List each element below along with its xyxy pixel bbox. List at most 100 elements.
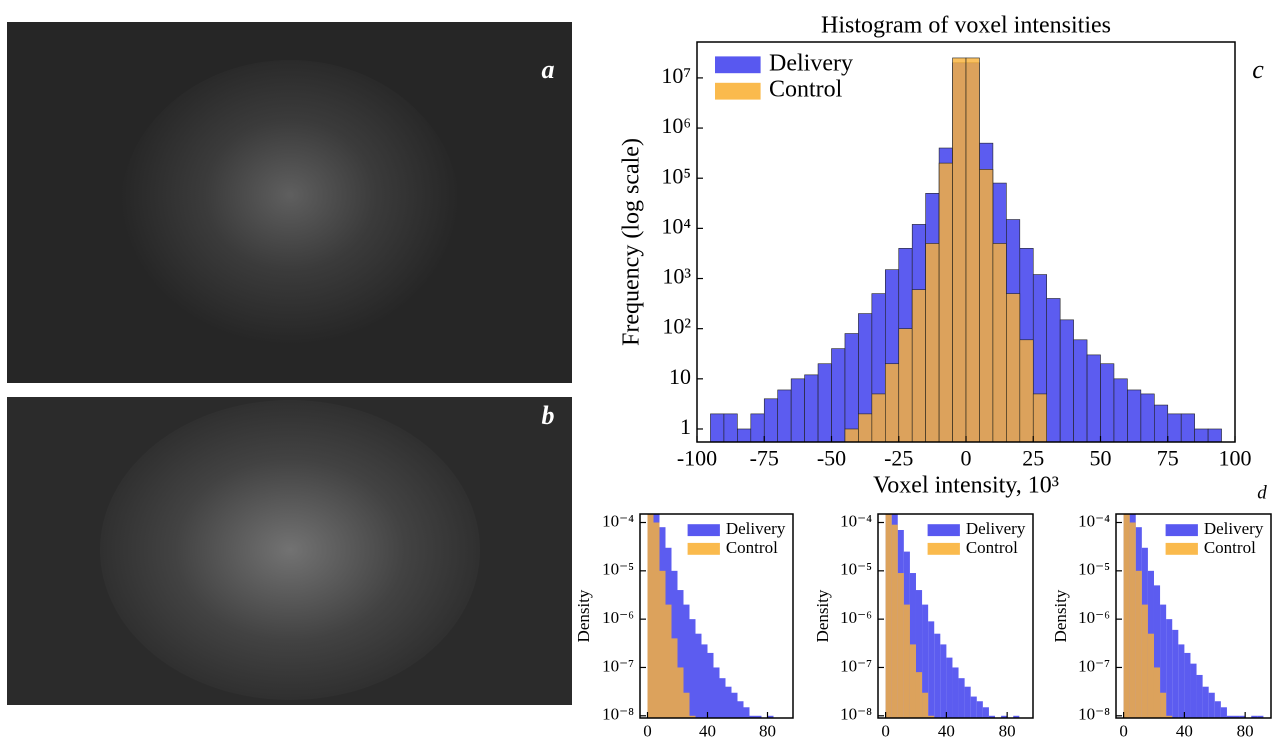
plot-frame <box>1115 513 1272 719</box>
histogram-bar <box>922 692 929 718</box>
chart-title: Histogram of voxel intensities <box>821 13 1111 39</box>
histogram-bar <box>689 715 696 718</box>
histogram-bar <box>891 524 898 718</box>
histogram-bar <box>1233 715 1240 718</box>
y-tick-label: 10⁻⁶ <box>840 608 872 627</box>
y-tick-label: 10² <box>662 314 691 339</box>
legend-label: Delivery <box>966 519 1026 538</box>
legend-label: Delivery <box>1204 519 1264 538</box>
histogram-bar <box>725 686 732 718</box>
histogram-bar <box>731 692 738 718</box>
histogram-bar <box>1153 585 1161 718</box>
histogram-bar <box>767 715 774 718</box>
histogram-bar <box>777 389 792 442</box>
y-tick-label: 10⁻⁵ <box>840 560 872 579</box>
y-tick-label: 10⁻⁷ <box>840 656 872 675</box>
histogram-bar <box>928 621 935 718</box>
y-tick-label: 10⁻⁸ <box>602 705 634 724</box>
y-tick-label: 10⁻⁵ <box>1078 560 1110 579</box>
histogram-bar <box>992 243 1007 442</box>
histogram-bar <box>952 667 959 718</box>
x-tick-label: 40 <box>699 721 716 738</box>
histogram-bar <box>1226 715 1234 718</box>
histogram-bar <box>844 428 859 442</box>
y-tick-label: 10⁻⁸ <box>840 705 872 724</box>
histogram-bar <box>790 378 805 442</box>
histogram-bar <box>884 363 900 442</box>
histogram-bar <box>1123 514 1130 718</box>
histogram-bar <box>671 638 678 718</box>
histogram-bar <box>885 514 892 718</box>
histogram-bar <box>817 363 832 442</box>
histogram-bar <box>1059 319 1074 442</box>
histogram-bar <box>677 667 684 718</box>
histogram-bar <box>1113 378 1128 442</box>
legend-label: Control <box>726 538 778 557</box>
panel-label: a <box>542 55 555 84</box>
histogram-bar <box>695 633 702 718</box>
histogram-bar <box>701 644 708 718</box>
y-tick-label: 10⁻⁵ <box>602 560 634 579</box>
x-tick-label: 0 <box>881 721 890 738</box>
histogram-bar <box>871 393 886 442</box>
histogram-bar <box>909 644 916 718</box>
image-b-texture <box>100 400 480 700</box>
histogram-bar <box>897 573 904 718</box>
histogram-bar <box>938 162 953 442</box>
x-tick-label: 80 <box>1237 721 1254 738</box>
y-axis-label: Density <box>1051 589 1070 642</box>
histogram-bar <box>1073 339 1088 442</box>
y-tick-label: 10⁷ <box>661 63 691 88</box>
histogram-bar <box>749 715 756 718</box>
x-tick-label: -100 <box>677 446 717 471</box>
legend-swatch <box>927 524 960 537</box>
histogram-bar <box>915 590 923 718</box>
plot-frame <box>639 513 794 719</box>
histogram-bar <box>1257 715 1264 718</box>
histogram-bar <box>1214 701 1221 718</box>
x-tick-label: 100 <box>1219 446 1252 471</box>
panel-label: b <box>542 401 555 430</box>
histogram-bar <box>677 590 684 718</box>
histogram-bar <box>844 333 859 442</box>
histogram-bar <box>831 348 846 442</box>
histogram-bar <box>898 328 913 442</box>
histogram-bar <box>1239 715 1246 718</box>
panel-label: c <box>1252 55 1264 84</box>
histogram-bar <box>934 633 941 718</box>
histogram-bar <box>723 413 738 442</box>
histogram-bar <box>958 678 965 718</box>
histogram-bar <box>1160 604 1167 718</box>
x-tick-label: 75 <box>1157 446 1179 471</box>
y-tick-label: 10⁴ <box>661 213 691 238</box>
histogram-bar <box>925 243 940 442</box>
legend-label: Delivery <box>769 50 853 76</box>
x-tick-label: 25 <box>1022 446 1044 471</box>
histogram-bar <box>903 604 910 718</box>
y-tick-label: 10⁻⁶ <box>1078 608 1110 627</box>
histogram-bar <box>1190 663 1197 718</box>
y-axis-label: Density <box>574 589 593 642</box>
histogram-bar <box>1207 428 1222 442</box>
plot-area <box>710 57 1222 442</box>
y-tick-label: 10⁻⁴ <box>840 511 872 530</box>
x-tick-label: 80 <box>759 721 776 738</box>
y-tick-label: 1 <box>680 414 691 439</box>
histogram-bar <box>713 667 720 718</box>
histogram-bar <box>965 57 980 442</box>
legend-label: Control <box>1204 538 1256 557</box>
histogram-bar <box>683 604 690 718</box>
histogram-bar <box>1178 644 1185 718</box>
plot-frame <box>877 513 1034 719</box>
histogram-bar <box>683 692 690 718</box>
histogram-bar <box>952 57 967 442</box>
histogram-bar <box>858 413 873 442</box>
histogram-bar <box>1127 389 1142 442</box>
histogram-bar <box>737 701 744 718</box>
legend-swatch <box>1165 542 1198 555</box>
histogram-bar <box>689 619 696 718</box>
histogram-bar <box>1013 715 1020 718</box>
panel-label: d <box>1257 482 1267 503</box>
histogram-bar <box>804 374 819 442</box>
histogram-bar <box>1153 667 1161 718</box>
